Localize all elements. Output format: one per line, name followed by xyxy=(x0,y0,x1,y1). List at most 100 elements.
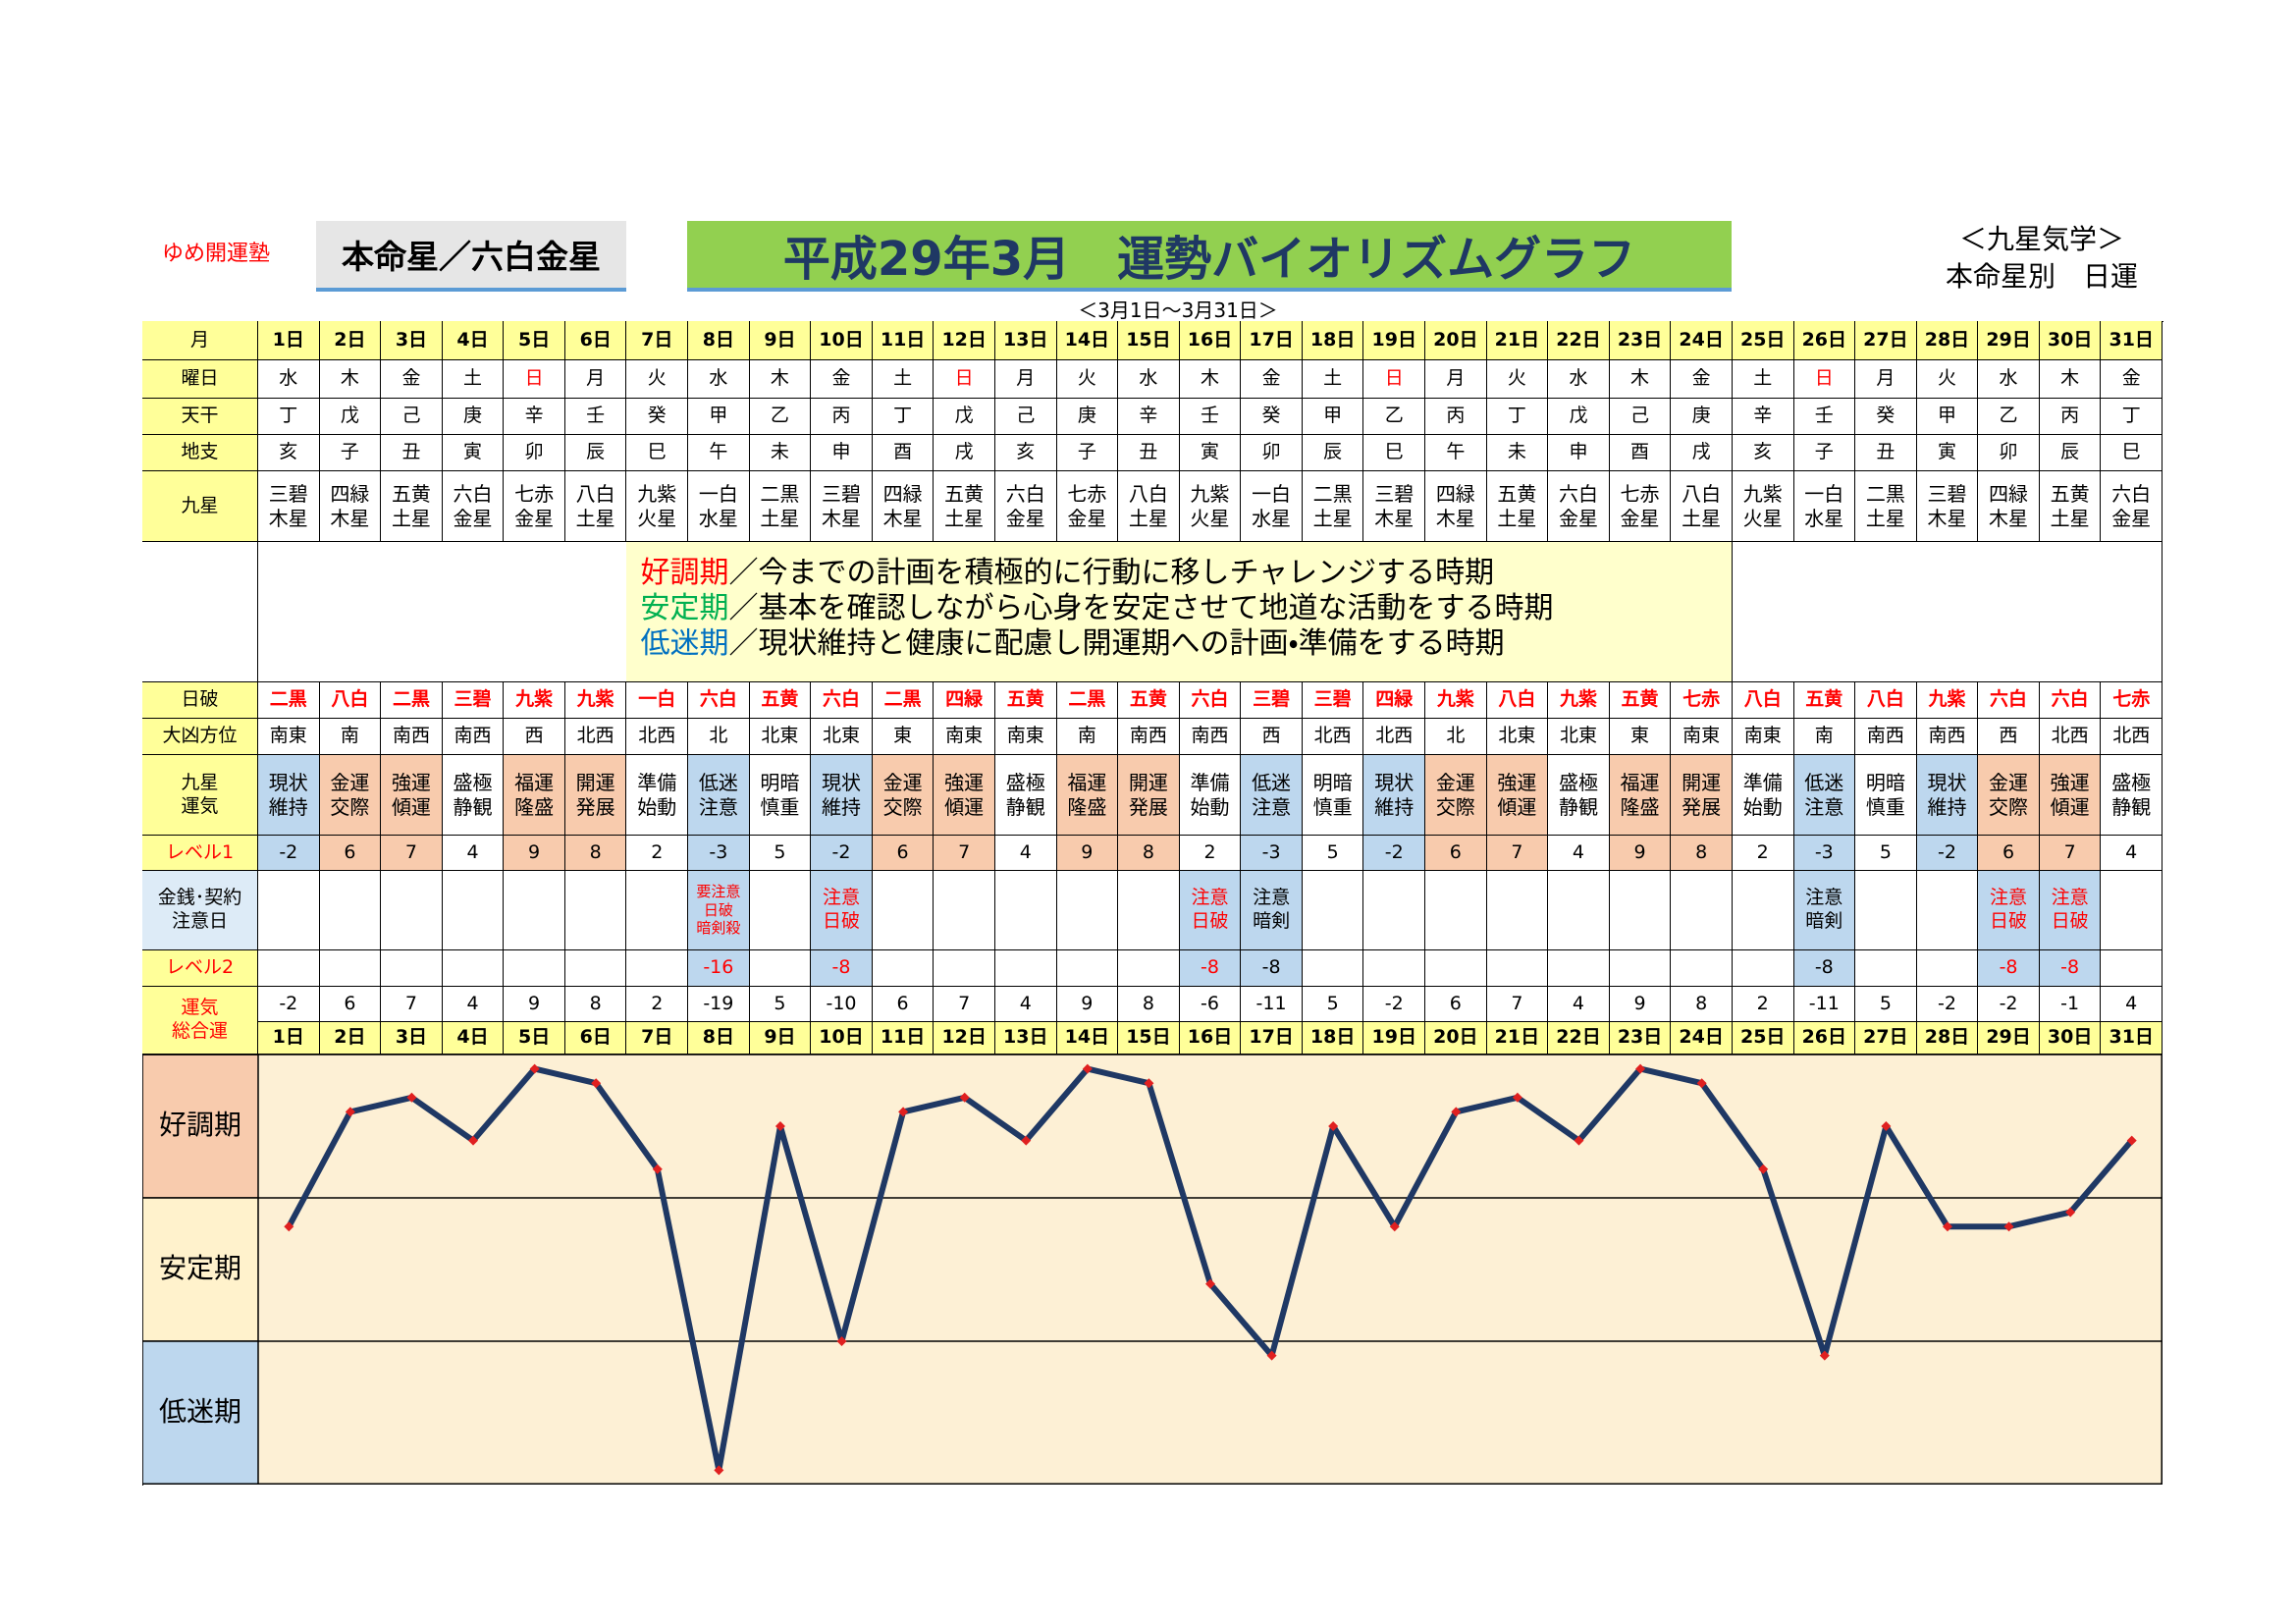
stem-cell: 甲 xyxy=(1302,399,1364,435)
point-marker xyxy=(1758,1164,1769,1174)
level2-cell xyxy=(1916,950,1979,987)
weekday-cell: 月 xyxy=(564,360,627,399)
band-label: 低迷期 xyxy=(159,1395,241,1428)
total-cell: -19 xyxy=(688,987,750,1022)
day-cell: 26日 xyxy=(1793,1022,1856,1055)
row-label: 大凶方位 xyxy=(142,719,258,755)
luck-cell: 開運 発展 xyxy=(1671,755,1733,836)
weekday-cell: 土 xyxy=(1302,360,1364,399)
direction-cell: 南 xyxy=(1056,719,1119,755)
day-cell: 7日 xyxy=(626,1022,689,1055)
luck-cell: 現状 維持 xyxy=(811,755,873,836)
stem-cell: 己 xyxy=(381,399,443,435)
luck-cell: 現状 維持 xyxy=(258,755,320,836)
total-cell: -2 xyxy=(1363,987,1426,1022)
day-break-cell: 三碧 xyxy=(1302,682,1364,719)
day-cell: 17日 xyxy=(1241,321,1303,360)
day-cell: 1日 xyxy=(258,321,320,360)
total-cell: -6 xyxy=(1179,987,1242,1022)
luck-cell: 明暗 慎重 xyxy=(1855,755,1917,836)
star-cell: 一白 水星 xyxy=(688,471,750,542)
day-break-cell: 八白 xyxy=(1732,682,1794,719)
day-break-cell: 九紫 xyxy=(504,682,565,719)
branch-cell: 巳 xyxy=(2101,435,2163,471)
point-marker xyxy=(1635,1063,1646,1074)
stem-cell: 辛 xyxy=(1118,399,1180,435)
stem-cell: 己 xyxy=(1609,399,1672,435)
luck-cell: 強運 傾運 xyxy=(2039,755,2102,836)
day-cell: 28日 xyxy=(1916,321,1979,360)
level2-cell xyxy=(1425,950,1487,987)
day-cell: 21日 xyxy=(1486,321,1549,360)
period: ＜3月1日～3月31日＞ xyxy=(1078,298,1278,322)
level2-cell xyxy=(626,950,689,987)
level2-cell xyxy=(381,950,443,987)
total-cell: 4 xyxy=(442,987,505,1022)
star-cell: 七赤 金星 xyxy=(1056,471,1119,542)
day-cell: 7日 xyxy=(626,321,689,360)
day-cell: 18日 xyxy=(1302,1022,1364,1055)
honmeisei: 本命星／六白金星 xyxy=(342,238,601,276)
weekday-cell: 土 xyxy=(1732,360,1794,399)
luck-cell: 盛極 静観 xyxy=(994,755,1057,836)
point-marker xyxy=(468,1135,479,1146)
direction-cell: 北西 xyxy=(564,719,627,755)
day-cell: 13日 xyxy=(994,321,1057,360)
star-cell: 五黄 土星 xyxy=(2039,471,2102,542)
level2-cell xyxy=(564,950,627,987)
stem-cell: 甲 xyxy=(1916,399,1979,435)
branch-cell: 未 xyxy=(1486,435,1549,471)
subtitle: 本命星別 日運 xyxy=(1945,260,2138,293)
total-cell: 8 xyxy=(564,987,627,1022)
total-cell: 4 xyxy=(1548,987,1610,1022)
direction-cell: 南東 xyxy=(1732,719,1794,755)
day-cell: 18日 xyxy=(1302,321,1364,360)
star-cell: 二黒 土星 xyxy=(749,471,812,542)
note-cell xyxy=(381,871,443,950)
direction-cell: 南西 xyxy=(1118,719,1180,755)
weekday-cell: 木 xyxy=(319,360,382,399)
point-marker xyxy=(1881,1121,1892,1131)
point-marker xyxy=(1021,1135,1032,1146)
total-cell: -2 xyxy=(1916,987,1979,1022)
total-cell: 7 xyxy=(1486,987,1549,1022)
point-marker xyxy=(714,1465,724,1476)
direction-cell: 西 xyxy=(1978,719,2040,755)
star-cell: 二黒 土星 xyxy=(1302,471,1364,542)
point-marker xyxy=(406,1092,417,1103)
day-break-cell: 五黄 xyxy=(994,682,1057,719)
level2-cell xyxy=(1671,950,1733,987)
note-cell: 注意 日破 xyxy=(1978,871,2040,950)
luck-cell: 低迷 注意 xyxy=(1793,755,1856,836)
legend-line: 安定期／基本を確認しながら心身を安定させて地道な活動をする時期 xyxy=(640,591,1731,626)
note-cell xyxy=(1302,871,1364,950)
star-cell: 三碧 木星 xyxy=(1363,471,1426,542)
level1-cell: 7 xyxy=(934,836,995,871)
day-cell: 12日 xyxy=(934,1022,995,1055)
branch-cell: 午 xyxy=(1425,435,1487,471)
note-cell xyxy=(1056,871,1119,950)
level2-cell xyxy=(1732,950,1794,987)
level1-cell: 8 xyxy=(1671,836,1733,871)
level2-cell: -8 xyxy=(811,950,873,987)
branch-cell: 卯 xyxy=(1241,435,1303,471)
level1-cell: -2 xyxy=(1916,836,1979,871)
day-cell: 11日 xyxy=(872,1022,934,1055)
day-break-cell: 五黄 xyxy=(1118,682,1180,719)
day-cell: 30日 xyxy=(2039,1022,2102,1055)
level1-cell: -2 xyxy=(811,836,873,871)
day-cell: 25日 xyxy=(1732,321,1794,360)
note-cell xyxy=(1609,871,1672,950)
legend-box: 好調期／今までの計画を積極的に行動に移しチャレンジする時期 安定期／基本を確認しな… xyxy=(626,542,1733,681)
note-cell: 注意 日破 xyxy=(2039,871,2102,950)
day-cell: 16日 xyxy=(1179,321,1242,360)
day-cell: 6日 xyxy=(564,1022,627,1055)
level1-cell: 6 xyxy=(319,836,382,871)
total-cell: -1 xyxy=(2039,987,2102,1022)
level2-cell xyxy=(872,950,934,987)
level2-cell xyxy=(1363,950,1426,987)
luck-cell: 強運 傾運 xyxy=(381,755,443,836)
point-marker xyxy=(652,1164,663,1174)
weekday-cell: 日 xyxy=(1793,360,1856,399)
